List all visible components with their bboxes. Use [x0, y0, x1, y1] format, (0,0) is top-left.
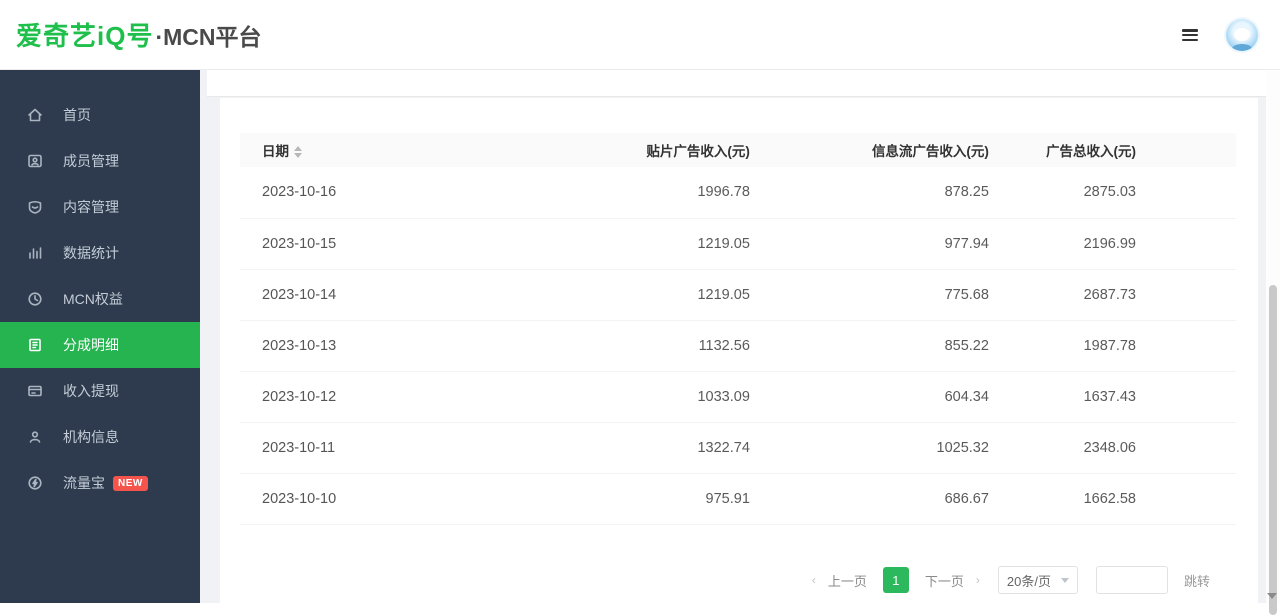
sort-icon[interactable] [294, 146, 302, 159]
prev-page-button[interactable]: 上一页 [827, 573, 867, 589]
content-top-strip [207, 70, 1280, 97]
scrollbar-thumb[interactable] [1269, 285, 1277, 615]
traffic-icon [27, 475, 43, 491]
cell-date: 2023-10-10 [240, 473, 519, 525]
table-row[interactable]: 2023-10-14 1219.05 775.68 2687.73 [240, 269, 1236, 321]
logo-brand-text: 爱奇艺iQ号 [16, 21, 154, 51]
sidebar-item-content[interactable]: 内容管理 [0, 184, 200, 230]
cell-date: 2023-10-13 [240, 320, 519, 372]
cell-date: 2023-10-14 [240, 269, 519, 321]
cell-preroll-revenue: 1996.78 [518, 167, 758, 219]
sidebar-item-label: 流量宝 [63, 475, 105, 491]
app-logo: 爱奇艺iQ号 ·MCN平台 [16, 16, 262, 53]
cell-total-revenue: 1662.58 [996, 473, 1236, 525]
column-header-feed-revenue: 信息流广告收入(元) [757, 133, 997, 167]
table-row[interactable]: 2023-10-12 1033.09 604.34 1637.43 [240, 371, 1236, 423]
sidebar-nav: 首页 成员管理 内容管理 数据统计 MCN权益 分成明细 收入提 [0, 70, 200, 603]
sidebar-item-revenue-detail[interactable]: 分成明细 [0, 322, 200, 368]
prev-arrow-icon[interactable]: ‹ [811, 573, 816, 587]
page-size-select[interactable]: 20条/页 [997, 566, 1078, 594]
top-header: 爱奇艺iQ号 ·MCN平台 [0, 0, 1280, 70]
table-row[interactable]: 2023-10-13 1132.56 855.22 1987.78 [240, 320, 1236, 372]
pagination: ‹ 上一页 1 下一页 › 20条/页 跳转 [810, 566, 1210, 594]
jump-button[interactable]: 跳转 [1183, 573, 1210, 589]
hamburger-menu-icon[interactable] [1182, 29, 1198, 41]
cell-date: 2023-10-16 [240, 167, 519, 219]
home-icon [27, 107, 43, 123]
cell-total-revenue: 2687.73 [996, 269, 1236, 321]
cell-total-revenue: 2196.99 [996, 218, 1236, 270]
jump-page-input[interactable] [1095, 566, 1168, 594]
sidebar-item-label: 机构信息 [63, 429, 119, 445]
cell-preroll-revenue: 1219.05 [518, 269, 758, 321]
next-page-button[interactable]: 下一页 [924, 573, 964, 589]
sidebar-item-label: 成员管理 [63, 153, 119, 169]
cell-total-revenue: 2875.03 [996, 167, 1236, 219]
sidebar-item-mcn-rights[interactable]: MCN权益 [0, 276, 200, 322]
cell-preroll-revenue: 1322.74 [518, 422, 758, 474]
cell-total-revenue: 1987.78 [996, 320, 1236, 372]
table-row[interactable]: 2023-10-15 1219.05 977.94 2196.99 [240, 218, 1236, 270]
new-badge: NEW [113, 475, 148, 491]
sidebar-item-home[interactable]: 首页 [0, 92, 200, 138]
content-icon [27, 199, 43, 215]
withdraw-icon [27, 383, 43, 399]
cell-preroll-revenue: 1219.05 [518, 218, 758, 270]
sidebar-item-label: 分成明细 [63, 337, 119, 353]
sidebar-item-label: 收入提现 [63, 383, 119, 399]
cell-feed-revenue: 1025.32 [757, 422, 997, 474]
org-info-icon [27, 429, 43, 445]
cell-feed-revenue: 855.22 [757, 320, 997, 372]
sidebar-item-withdraw[interactable]: 收入提现 [0, 368, 200, 414]
stats-icon [27, 245, 43, 261]
sidebar-item-members[interactable]: 成员管理 [0, 138, 200, 184]
table-row[interactable]: 2023-10-11 1322.74 1025.32 2348.06 [240, 422, 1236, 474]
cell-feed-revenue: 604.34 [757, 371, 997, 423]
clock-icon [27, 291, 43, 307]
revenue-detail-icon [27, 337, 43, 353]
cell-total-revenue: 1637.43 [996, 371, 1236, 423]
sidebar-item-label: 内容管理 [63, 199, 119, 215]
revenue-table-card: 日期 贴片广告收入(元) 信息流广告收入(元) 广告总收入(元) 2023-10… [220, 98, 1258, 603]
cell-feed-revenue: 775.68 [757, 269, 997, 321]
column-header-preroll-revenue: 贴片广告收入(元) [518, 133, 758, 167]
sidebar-item-label: 数据统计 [63, 245, 119, 261]
cell-feed-revenue: 878.25 [757, 167, 997, 219]
cell-feed-revenue: 686.67 [757, 473, 997, 525]
chevron-down-icon [1060, 577, 1069, 583]
cell-date: 2023-10-15 [240, 218, 519, 270]
cell-preroll-revenue: 1033.09 [518, 371, 758, 423]
sidebar-item-stats[interactable]: 数据统计 [0, 230, 200, 276]
sidebar-item-traffic[interactable]: 流量宝 NEW [0, 460, 200, 506]
scrollbar-track[interactable] [1266, 70, 1280, 615]
scrollbar-down-caret[interactable] [1267, 593, 1277, 599]
cell-preroll-revenue: 975.91 [518, 473, 758, 525]
revenue-table: 日期 贴片广告收入(元) 信息流广告收入(元) 广告总收入(元) 2023-10… [240, 133, 1236, 525]
table-row[interactable]: 2023-10-16 1996.78 878.25 2875.03 [240, 167, 1236, 219]
cell-feed-revenue: 977.94 [757, 218, 997, 270]
cell-date: 2023-10-11 [240, 422, 519, 474]
user-avatar[interactable] [1226, 19, 1258, 51]
table-row[interactable]: 2023-10-10 975.91 686.67 1662.58 [240, 473, 1236, 525]
next-arrow-icon[interactable]: › [975, 573, 980, 587]
sidebar-item-org-info[interactable]: 机构信息 [0, 414, 200, 460]
column-header-total-revenue: 广告总收入(元) [996, 133, 1236, 167]
members-icon [27, 153, 43, 169]
table-header-row: 日期 贴片广告收入(元) 信息流广告收入(元) 广告总收入(元) [240, 133, 1236, 167]
cell-preroll-revenue: 1132.56 [518, 320, 758, 372]
cell-date: 2023-10-12 [240, 371, 519, 423]
sidebar-item-label: MCN权益 [63, 291, 123, 307]
cell-total-revenue: 2348.06 [996, 422, 1236, 474]
logo-platform-text: ·MCN平台 [155, 24, 262, 50]
sidebar-item-label: 首页 [63, 107, 91, 123]
column-header-date[interactable]: 日期 [240, 133, 519, 167]
current-page-button[interactable]: 1 [882, 567, 909, 593]
